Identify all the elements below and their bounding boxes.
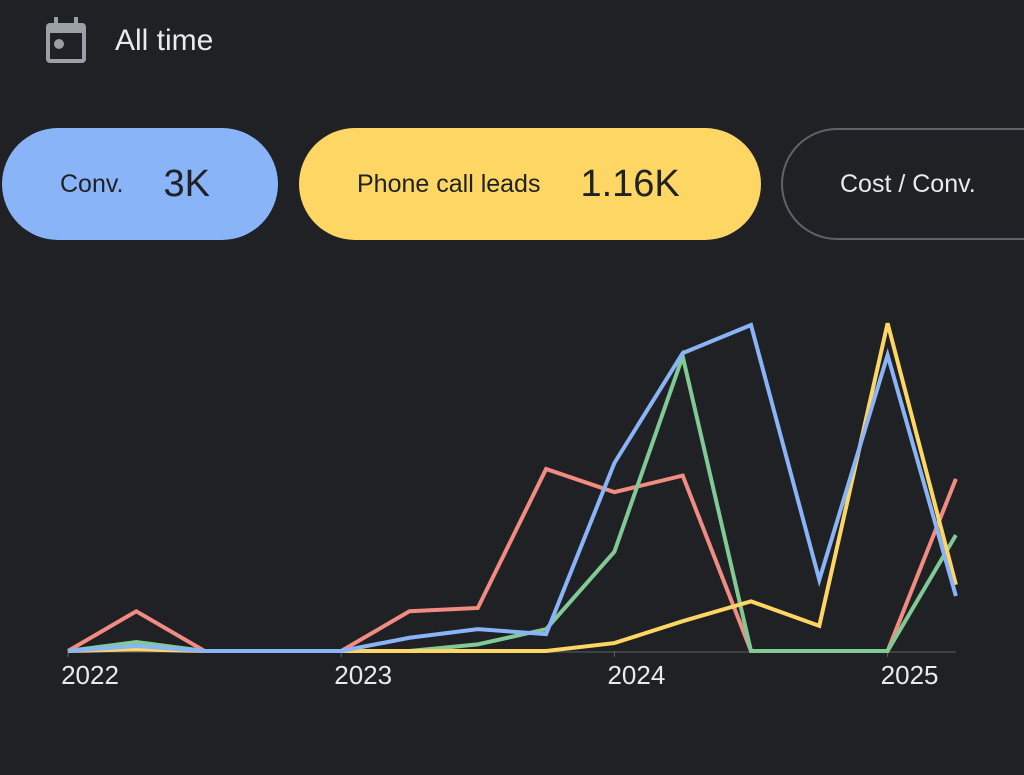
x-tick-label: 2023 bbox=[334, 660, 392, 690]
metric-label: Conv. bbox=[60, 169, 124, 198]
metric-chip-phone-call-leads[interactable]: Phone call leads 1.16K bbox=[299, 128, 761, 240]
metric-value: 3K bbox=[163, 162, 210, 205]
metric-label: Cost / Conv. bbox=[840, 169, 976, 198]
metric-chip-conversions[interactable]: Conv. 3K bbox=[2, 128, 278, 240]
metric-chip-cost-per-conv[interactable]: Cost / Conv. bbox=[781, 128, 1024, 240]
date-range-label: All time bbox=[115, 24, 214, 57]
series-line-2 bbox=[67, 322, 958, 653]
calendar-icon bbox=[46, 17, 86, 63]
metric-value: 1.16K bbox=[580, 162, 680, 205]
series-line-3 bbox=[67, 322, 958, 653]
date-range-selector[interactable]: All time bbox=[44, 16, 213, 66]
x-tick-label: 2022 bbox=[61, 660, 119, 690]
metric-label: Phone call leads bbox=[357, 169, 541, 198]
x-tick-label: 2025 bbox=[881, 660, 939, 690]
series-line-0 bbox=[66, 466, 958, 653]
x-tick-label: 2024 bbox=[607, 660, 665, 690]
